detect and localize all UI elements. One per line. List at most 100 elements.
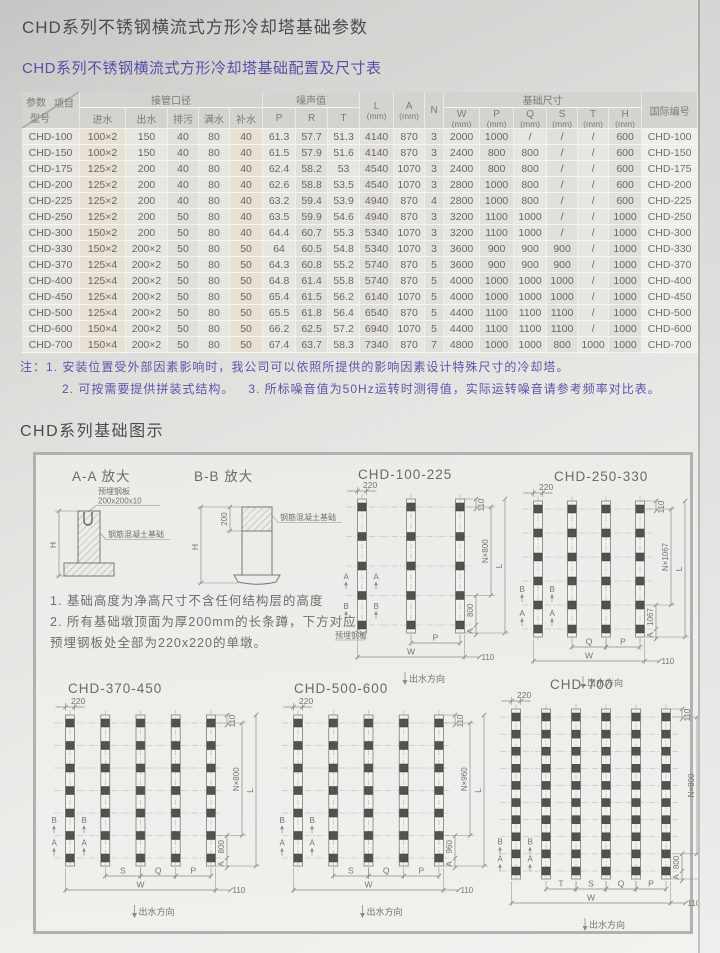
page-title: CHD系列不锈钢横流式方形冷却塔基础参数 bbox=[22, 18, 368, 37]
value-cell: 3600 bbox=[444, 241, 481, 257]
svg-text:出水方向: 出水方向 bbox=[367, 906, 403, 917]
value-cell: 4800 bbox=[444, 337, 481, 353]
value-cell: 80 bbox=[199, 225, 230, 241]
diagram-panel: A-A 放大 B-B 放大 预埋钢板 200x200x10 H 钢筋混凝土基础 H 20… bbox=[33, 452, 715, 934]
table-body: CHD-100 100×2 150 40 80 40 61.3 57.7 51.3 4140 870… bbox=[22, 129, 699, 353]
svg-text:S: S bbox=[120, 866, 126, 876]
page-edge-line bbox=[698, 0, 700, 953]
value-cell: 58.3 bbox=[328, 337, 361, 353]
svg-text:800: 800 bbox=[466, 603, 475, 617]
value-cell: 80 bbox=[199, 209, 230, 225]
value-cell: 1000 bbox=[514, 337, 548, 353]
value-cell: 1000 bbox=[609, 337, 643, 353]
value-cell: 62.5 bbox=[296, 321, 329, 337]
value-cell: 125×2 bbox=[80, 193, 126, 209]
value-cell: 50 bbox=[230, 289, 264, 305]
model-cell: CHD-150 bbox=[22, 145, 80, 161]
svg-text:出水方向: 出水方向 bbox=[139, 906, 175, 917]
value-cell: 80 bbox=[199, 257, 230, 273]
value-cell: 1100 bbox=[480, 225, 515, 241]
value-cell: 870 bbox=[394, 305, 426, 321]
value-cell: 80 bbox=[199, 337, 230, 353]
svg-text:N×800: N×800 bbox=[232, 767, 241, 791]
value-cell: 3 bbox=[425, 129, 445, 145]
svg-text:B: B bbox=[280, 816, 285, 825]
value-cell: 50 bbox=[168, 305, 199, 321]
svg-text:220: 220 bbox=[517, 691, 531, 700]
col-header-Q: Q (mm) bbox=[514, 108, 548, 129]
value-cell: 100×2 bbox=[80, 129, 126, 145]
value-cell: 200×2 bbox=[126, 321, 168, 337]
svg-text:出水方向: 出水方向 bbox=[409, 673, 445, 684]
value-cell: 40 bbox=[168, 161, 199, 177]
col-header-drain: 排污 bbox=[168, 108, 199, 129]
value-cell: 80 bbox=[199, 177, 230, 193]
model-cell: CHD-400 bbox=[22, 273, 80, 289]
value-cell: 150×4 bbox=[80, 337, 126, 353]
value-cell: 125×2 bbox=[80, 209, 126, 225]
value-cell: 1000 bbox=[609, 289, 643, 305]
value-cell: 80 bbox=[199, 321, 230, 337]
svg-text:出水方向: 出水方向 bbox=[587, 677, 623, 688]
value-cell: 200×2 bbox=[126, 257, 168, 273]
value-cell: / bbox=[578, 145, 610, 161]
value-cell: 63.2 bbox=[263, 193, 297, 209]
value-cell: 60.5 bbox=[296, 241, 329, 257]
value-cell: 1000 bbox=[480, 193, 515, 209]
grid-drawing-1: 220 110 L N×800 800 A A A B B P W 110 出水方向 预埋钢板 bbox=[334, 480, 516, 694]
value-cell: / bbox=[547, 225, 579, 241]
svg-text:220: 220 bbox=[539, 483, 553, 492]
intl-cell: CHD-225 bbox=[642, 193, 699, 209]
value-cell: 5 bbox=[425, 273, 445, 289]
svg-text:预埋钢板: 预埋钢板 bbox=[335, 630, 367, 640]
value-cell: 51.3 bbox=[328, 129, 361, 145]
value-cell: 5 bbox=[425, 321, 445, 337]
svg-text:200: 200 bbox=[220, 512, 229, 526]
value-cell: 1000 bbox=[609, 257, 643, 273]
value-cell: 40 bbox=[230, 145, 264, 161]
detail-aa-title: A-A 放大 bbox=[72, 469, 131, 484]
value-cell: 1000 bbox=[578, 337, 610, 353]
intl-cell: CHD-500 bbox=[642, 305, 699, 321]
svg-text:B: B bbox=[344, 602, 349, 611]
value-cell: 3 bbox=[425, 177, 445, 193]
value-cell: 1000 bbox=[514, 289, 548, 305]
model-cell: CHD-700 bbox=[22, 337, 80, 353]
value-cell: 63.7 bbox=[296, 337, 329, 353]
value-cell: 900 bbox=[514, 257, 548, 273]
value-cell: 56.4 bbox=[328, 305, 361, 321]
table-row: CHD-600 150×4 200×2 50 80 50 66.2 62.5 57.2 6940 1… bbox=[22, 321, 699, 337]
value-cell: 200×2 bbox=[126, 305, 168, 321]
value-cell: 600 bbox=[609, 193, 643, 209]
col-header-full: 满水 bbox=[199, 108, 230, 129]
value-cell: 50 bbox=[168, 257, 199, 273]
value-cell: 150×4 bbox=[80, 321, 126, 337]
svg-text:800: 800 bbox=[672, 855, 681, 869]
value-cell: / bbox=[547, 209, 579, 225]
value-cell: 60.8 bbox=[296, 257, 329, 273]
svg-text:110: 110 bbox=[482, 653, 495, 662]
svg-text:T: T bbox=[558, 879, 563, 889]
noise-group-header: 噪声值 bbox=[263, 92, 361, 108]
notes-line-1: 注：1. 安装位置受外部因素影响时，我公司可以依照所提供的影响因素设计特殊尺寸的… bbox=[20, 360, 570, 374]
svg-text:A: A bbox=[646, 632, 655, 638]
value-cell: 150×2 bbox=[80, 225, 126, 241]
svg-text:预埋钢板: 预埋钢板 bbox=[98, 486, 130, 496]
svg-text:220: 220 bbox=[363, 481, 377, 490]
value-cell: 200 bbox=[126, 177, 168, 193]
value-cell: 200 bbox=[126, 225, 168, 241]
header-group-row: 参数 项目 型号 接管口径 噪声值 L (mm) A (mm) N 基础尺寸 国际编… bbox=[22, 92, 699, 129]
corner-header: 参数 项目 型号 bbox=[22, 92, 80, 129]
value-cell: / bbox=[578, 129, 610, 145]
intl-header: 国际编号 bbox=[642, 92, 699, 129]
value-cell: 5740 bbox=[360, 273, 395, 289]
value-cell: 4140 bbox=[360, 145, 395, 161]
col-header-noise-t: T bbox=[328, 108, 361, 129]
detail-bb-title: B-B 放大 bbox=[194, 469, 254, 484]
model-cell: CHD-370 bbox=[22, 257, 80, 273]
value-cell: 1070 bbox=[394, 321, 426, 337]
value-cell: 65.4 bbox=[263, 289, 297, 305]
svg-text:P: P bbox=[433, 633, 439, 643]
svg-text:S: S bbox=[588, 879, 594, 889]
